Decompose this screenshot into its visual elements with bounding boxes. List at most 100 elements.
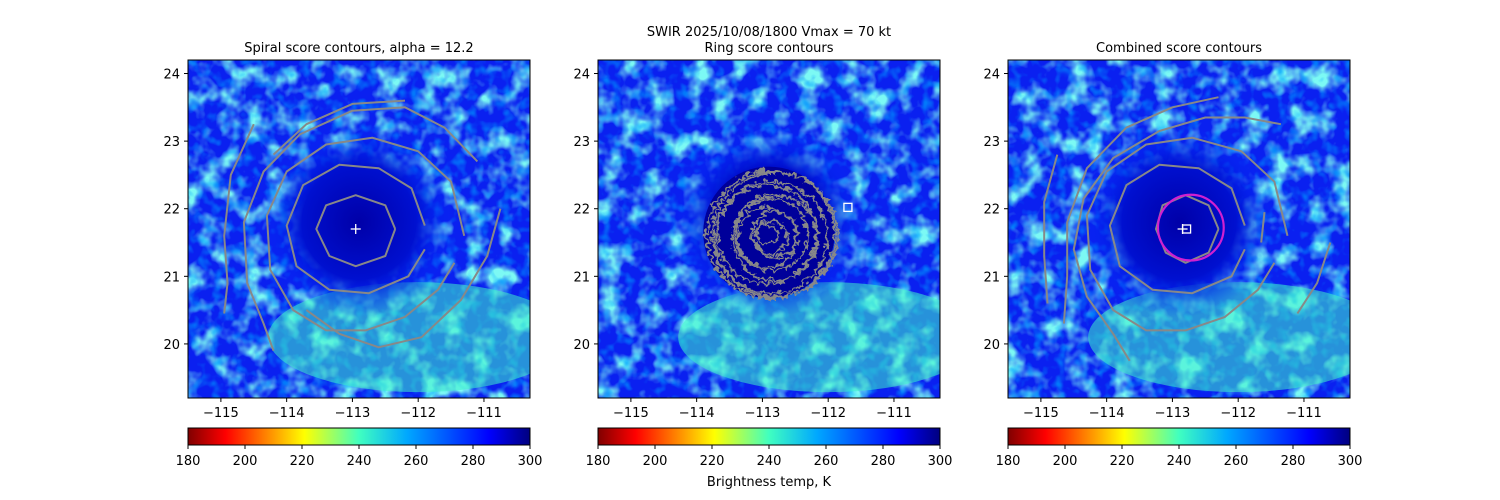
colorbar — [187, 427, 531, 446]
ring-contour — [748, 208, 798, 257]
colorbar-tick-label: 240 — [347, 454, 372, 469]
colorbar-tick-label: 280 — [871, 454, 896, 469]
colorbar-tick-label: 240 — [757, 454, 782, 469]
axes-frame — [187, 59, 531, 399]
score-contour — [1260, 211, 1266, 243]
score-contour — [1072, 116, 1282, 362]
y-tick-label: 22 — [163, 203, 180, 218]
y-tick-label: 24 — [983, 68, 1000, 83]
colorbar-tick-label: 180 — [176, 454, 201, 469]
colorbar-label: Brightness temp, K — [707, 475, 832, 490]
x-tick-label: −115 — [203, 406, 239, 421]
ring-contour — [714, 182, 816, 283]
panel-title: Ring score contours — [704, 41, 833, 56]
panels: Spiral score contours, alpha = 12.2 −115 −… — [163, 41, 1363, 469]
colorbar-tick-label: 280 — [1281, 454, 1306, 469]
y-tick-label: 21 — [163, 270, 180, 285]
x-tick-label: −113 — [745, 406, 781, 421]
score-contour — [315, 194, 397, 268]
plot-area — [1008, 60, 1350, 398]
ring-contour — [704, 167, 834, 298]
axes-frame — [597, 59, 941, 399]
x-tick-label: −111 — [466, 406, 502, 421]
score-contour — [1043, 154, 1059, 304]
x-tick-label: −113 — [1155, 406, 1191, 421]
y-tick-label: 20 — [983, 338, 1000, 353]
axes-frame — [1007, 59, 1351, 399]
x-tick-label: −111 — [1286, 406, 1322, 421]
panel-3: Combined score contours −115 −114 −113 −112 −… — [983, 41, 1363, 469]
colorbar-tick-label: 300 — [928, 454, 953, 469]
score-contour — [1062, 96, 1219, 324]
x-tick-label: −114 — [1089, 406, 1125, 421]
x-tick-label: −112 — [400, 406, 436, 421]
score-contour — [265, 136, 466, 332]
colorbar — [1007, 427, 1351, 446]
ring-contour — [712, 178, 826, 293]
colorbar-tick-label: 280 — [461, 454, 486, 469]
y-tick-label: 22 — [983, 203, 1000, 218]
panel-2: Ring score contours −115 −114 −113 −112 −111 2… — [573, 41, 953, 469]
score-contour — [305, 208, 502, 349]
ring-contour — [709, 168, 837, 296]
y-tick-label: 22 — [573, 203, 590, 218]
plot-area — [188, 60, 530, 398]
cold-core — [1084, 127, 1274, 318]
ring-contour — [754, 221, 776, 244]
score-contour — [272, 99, 406, 156]
x-tick-label: −113 — [335, 406, 371, 421]
x-tick-label: −114 — [269, 406, 305, 421]
colorbar-tick-label: 220 — [1110, 454, 1135, 469]
score-contour — [1085, 136, 1289, 332]
plot-area — [598, 60, 940, 398]
best-ring — [1156, 193, 1225, 262]
x-tick-label: −112 — [1220, 406, 1256, 421]
colorbar-tick-label: 200 — [1053, 454, 1078, 469]
y-tick-label: 20 — [573, 338, 590, 353]
colorbar-tick-label: 180 — [996, 454, 1021, 469]
colorbar-tick-label: 220 — [290, 454, 315, 469]
figure-suptitle: SWIR 2025/10/08/1800 Vmax = 70 kt — [647, 25, 891, 40]
panel-title: Combined score contours — [1096, 41, 1262, 56]
center-square — [843, 202, 853, 213]
ring-contours — [709, 168, 837, 296]
colorbar-tick-label: 220 — [700, 454, 725, 469]
x-tick-label: −112 — [810, 406, 846, 421]
colorbar-tick-label: 200 — [643, 454, 668, 469]
cold-core — [264, 127, 454, 318]
score-contour — [285, 163, 426, 295]
x-tick-label: −114 — [679, 406, 715, 421]
colorbar-tick-label: 260 — [404, 454, 429, 469]
score-contour — [1296, 242, 1332, 315]
y-tick-label: 21 — [983, 270, 1000, 285]
score-contour — [1108, 163, 1246, 295]
score-contour — [223, 123, 255, 314]
x-tick-label: −115 — [613, 406, 649, 421]
x-tick-label: −111 — [876, 406, 912, 421]
y-tick-label: 23 — [573, 135, 590, 150]
y-tick-label: 23 — [163, 135, 180, 150]
y-tick-label: 21 — [573, 270, 590, 285]
panel-1: Spiral score contours, alpha = 12.2 −115 −… — [163, 41, 543, 469]
colorbar-tick-label: 240 — [1167, 454, 1192, 469]
ring-contour — [751, 217, 787, 253]
colorbar-tick-label: 200 — [233, 454, 258, 469]
score-contour — [242, 106, 479, 352]
colorbar-tick-label: 300 — [518, 454, 543, 469]
x-tick-label: −115 — [1023, 406, 1059, 421]
colorbar — [597, 427, 941, 446]
y-tick-label: 24 — [163, 68, 180, 83]
center-square — [1181, 224, 1192, 234]
panel-title: Spiral score contours, alpha = 12.2 — [244, 41, 473, 56]
score-contour — [1155, 194, 1220, 264]
colorbar-tick-label: 260 — [1224, 454, 1249, 469]
y-tick-label: 20 — [163, 338, 180, 353]
ring-contour — [734, 204, 796, 266]
colorbar-tick-label: 300 — [1338, 454, 1363, 469]
ring-contour — [731, 195, 807, 270]
colorbar-tick-label: 260 — [814, 454, 839, 469]
y-tick-label: 24 — [573, 68, 590, 83]
y-tick-label: 23 — [983, 135, 1000, 150]
ring-contour — [729, 191, 817, 280]
